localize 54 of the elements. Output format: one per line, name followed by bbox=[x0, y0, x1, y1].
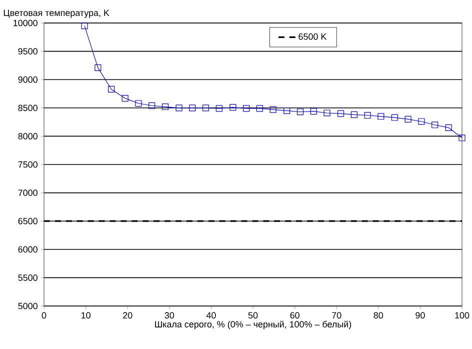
point bbox=[310, 108, 317, 115]
point bbox=[445, 124, 452, 131]
point bbox=[350, 111, 358, 118]
x-tick-label: 70 bbox=[332, 312, 342, 319]
y-tick-label: 10000 bbox=[14, 20, 38, 26]
point bbox=[404, 116, 412, 123]
point bbox=[324, 110, 330, 116]
y-axis-title: Цветовая температура, K bbox=[4, 10, 110, 18]
point bbox=[458, 134, 466, 142]
y-tick-label: 5000 bbox=[18, 302, 38, 310]
x-tick-label: 20 bbox=[123, 312, 132, 319]
point bbox=[378, 113, 384, 120]
point bbox=[418, 118, 425, 125]
x-tick-label: 0 bbox=[42, 312, 46, 319]
point bbox=[256, 105, 263, 112]
point bbox=[270, 106, 276, 113]
point bbox=[135, 100, 142, 107]
y-tick-label: 7000 bbox=[18, 190, 38, 196]
point bbox=[364, 112, 371, 119]
legend-label: 6500 K bbox=[298, 33, 327, 40]
y-tick-label: 6000 bbox=[18, 246, 38, 253]
y-tick-label: 5500 bbox=[18, 274, 38, 281]
x-tick-label: 90 bbox=[416, 312, 425, 319]
point bbox=[176, 104, 182, 112]
x-tick-label: 40 bbox=[206, 312, 216, 319]
x-tick-label: 50 bbox=[248, 312, 258, 319]
x-tick-label: 100 bbox=[455, 312, 470, 319]
point bbox=[296, 108, 304, 116]
x-tick-label: 10 bbox=[82, 312, 90, 319]
x-tick-label: 80 bbox=[374, 312, 384, 319]
y-tick-label: 8000 bbox=[18, 133, 38, 140]
point bbox=[216, 105, 222, 112]
point bbox=[337, 110, 344, 117]
point bbox=[148, 102, 156, 109]
point bbox=[202, 104, 210, 112]
point bbox=[391, 114, 398, 121]
point bbox=[122, 94, 128, 102]
point bbox=[189, 104, 196, 112]
y-tick-label: 9000 bbox=[18, 76, 38, 83]
x-axis-title: Шкала серого, % (0% – черный, 100% – белый) bbox=[155, 320, 352, 330]
y-tick-label: 7500 bbox=[18, 161, 38, 168]
point bbox=[284, 107, 290, 114]
point bbox=[94, 64, 102, 72]
point bbox=[243, 105, 250, 112]
point bbox=[108, 86, 115, 93]
point bbox=[81, 22, 88, 30]
y-tick-label: 8500 bbox=[18, 104, 38, 112]
x-tick-label: 30 bbox=[164, 312, 174, 319]
point bbox=[162, 103, 169, 110]
point bbox=[432, 122, 438, 128]
point bbox=[230, 104, 236, 111]
y-tick-label: 6500 bbox=[18, 218, 38, 224]
y-tick-label: 9500 bbox=[18, 48, 38, 54]
x-tick-label: 60 bbox=[290, 312, 300, 319]
